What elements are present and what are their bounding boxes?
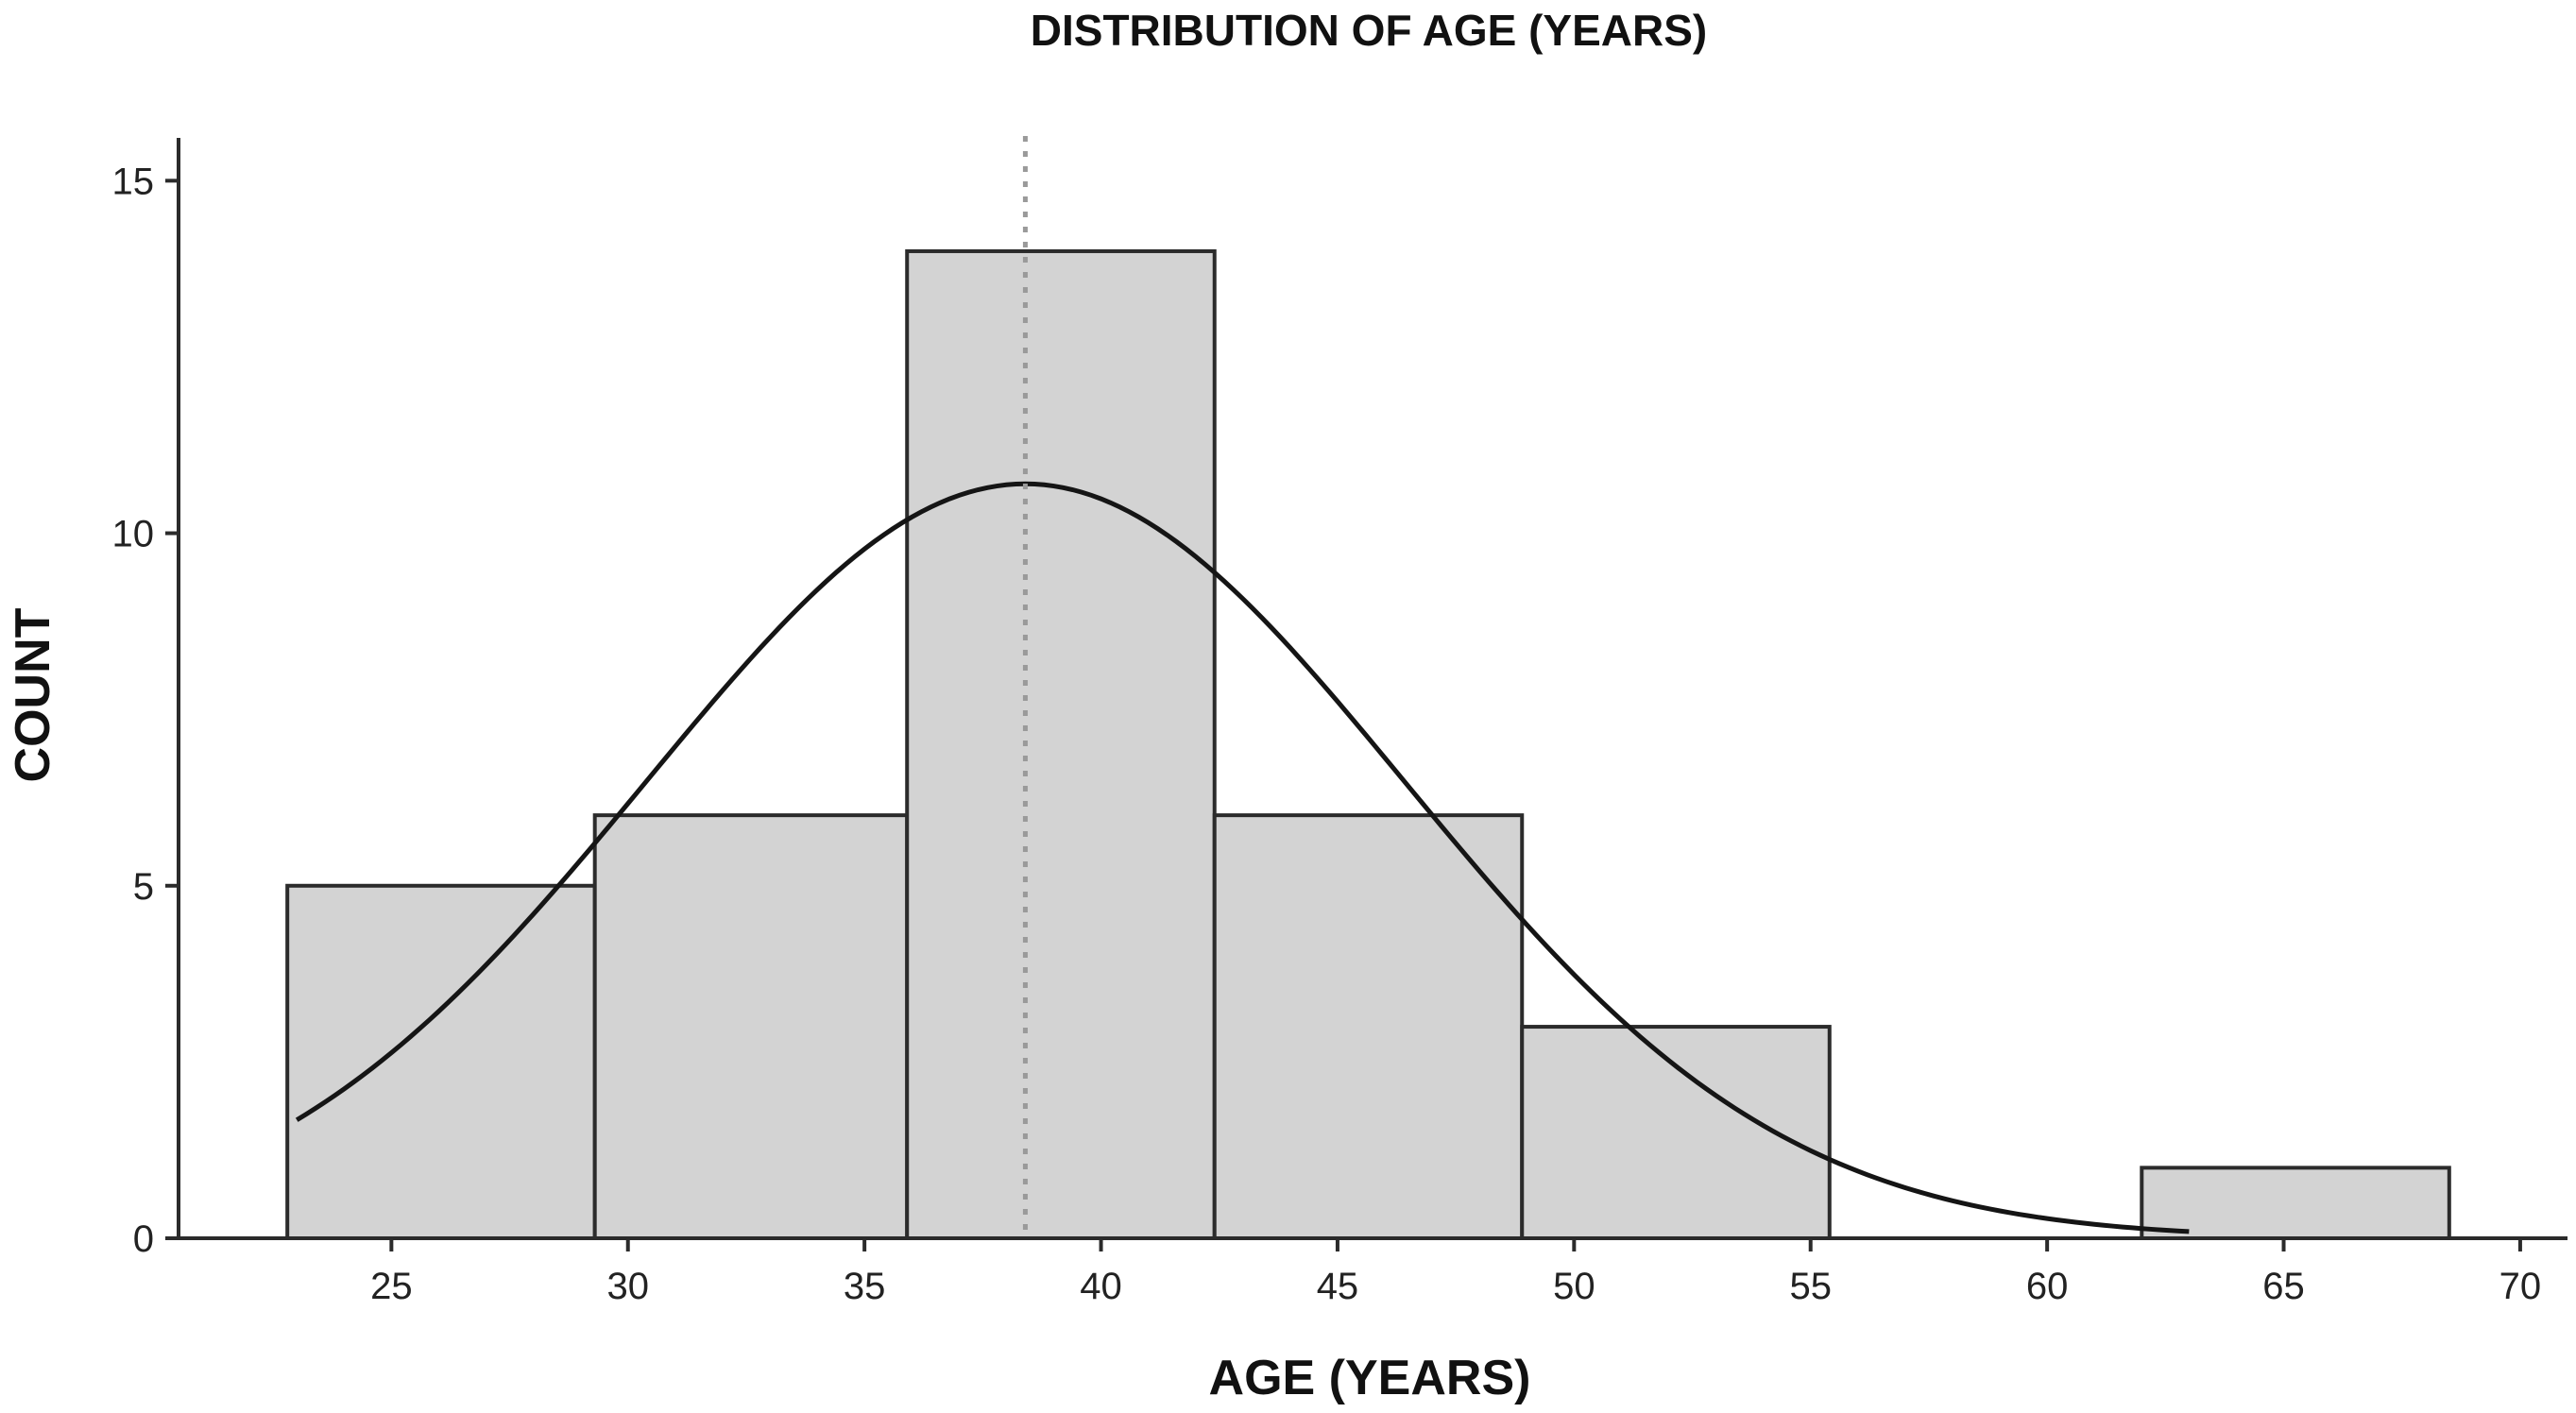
y-tick-label-5: 5 (133, 866, 154, 908)
chart-title: DISTRIBUTION OF AGE (YEARS) (1031, 6, 1707, 55)
x-tick-label-55: 55 (1789, 1266, 1832, 1307)
x-tick-label-70: 70 (2499, 1266, 2542, 1307)
histogram-bar-4 (1520, 1025, 1832, 1241)
x-tick-label-45: 45 (1317, 1266, 1359, 1307)
x-tick-label-50: 50 (1553, 1266, 1595, 1307)
y-tick-label-0: 0 (133, 1218, 154, 1260)
x-tick-label-40: 40 (1080, 1266, 1122, 1307)
x-tick-label-35: 35 (844, 1266, 886, 1307)
x-tick-label-25: 25 (370, 1266, 413, 1307)
bars-layer (285, 248, 2451, 1241)
histogram-bar-1 (592, 813, 910, 1240)
axes-layer: 0 5 10 15 25 30 35 40 45 50 55 60 65 70 (112, 138, 2567, 1307)
histogram-bar-0 (285, 883, 597, 1240)
x-tick-label-65: 65 (2262, 1266, 2305, 1307)
y-tick-label-15: 15 (112, 161, 155, 202)
x-axis-label: AGE (YEARS) (1209, 1351, 1531, 1405)
normal-distribution-curve (295, 481, 2190, 1234)
y-tick-label-10: 10 (112, 514, 155, 555)
x-tick-label-60: 60 (2026, 1266, 2069, 1307)
histogram-bar-6 (2140, 1166, 2451, 1241)
y-axis-label: COUNT (6, 607, 60, 782)
x-tick-label-30: 30 (607, 1266, 650, 1307)
histogram-bar-3 (1212, 813, 1525, 1240)
curve-layer (295, 136, 2190, 1238)
histogram-bar-2 (905, 248, 1217, 1240)
